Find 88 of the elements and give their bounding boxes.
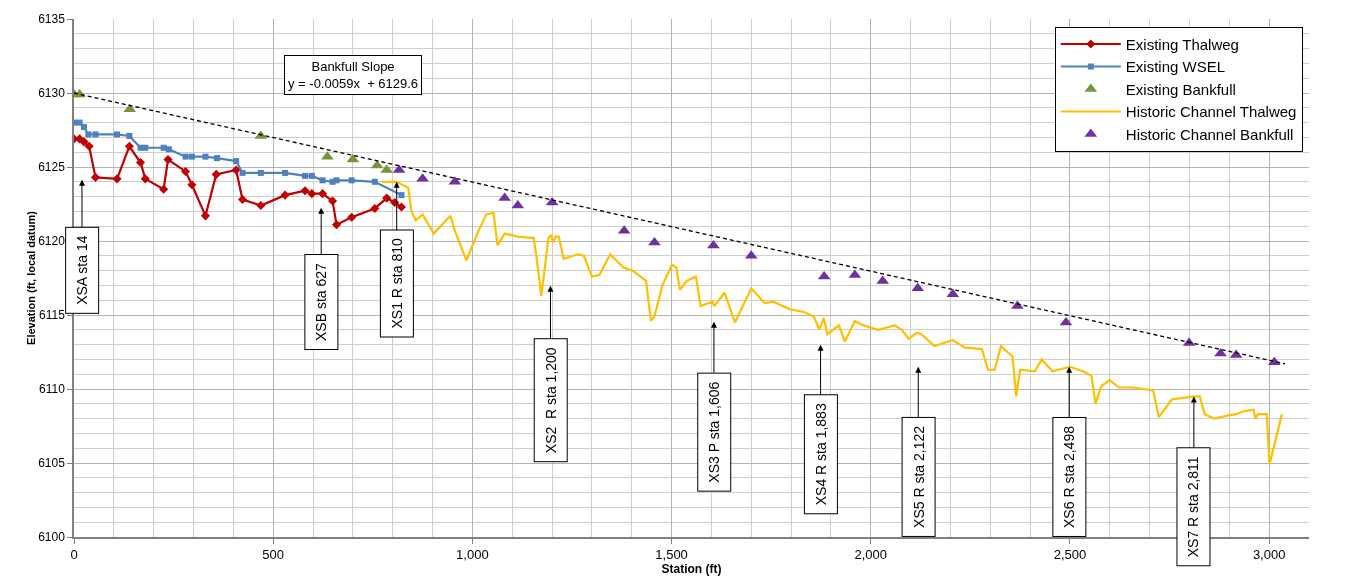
x-tick-label: 1,500 — [655, 547, 688, 563]
annotation: XSB sta 627 — [313, 262, 330, 342]
y-tick-label: 6105 — [38, 456, 66, 471]
point — [946, 288, 960, 298]
y-tick-label: 6130 — [38, 86, 66, 101]
point — [370, 203, 380, 213]
point — [124, 141, 134, 151]
point — [187, 180, 197, 190]
x-tick-label: 2,500 — [1053, 547, 1087, 563]
legend-label: Historic Channel Thalweg — [1125, 103, 1297, 121]
point — [211, 169, 221, 179]
point — [256, 200, 266, 211]
annotation: XS3 P sta 1,606 — [706, 381, 723, 483]
point — [135, 158, 146, 168]
point — [319, 177, 326, 184]
x-tick-label: 0 — [70, 547, 78, 563]
point — [182, 153, 189, 160]
point — [84, 141, 94, 151]
point — [911, 282, 925, 292]
point — [231, 165, 241, 175]
annotation: XS4 R sta 1,883 — [812, 403, 829, 506]
point — [371, 178, 378, 185]
y-tick-label: 6120 — [38, 234, 66, 249]
point — [707, 239, 720, 249]
legend-label: Existing WSEL — [1125, 58, 1226, 76]
point — [382, 193, 392, 203]
point — [126, 132, 133, 139]
point — [282, 169, 289, 176]
x-tick-label: 2,000 — [854, 547, 888, 563]
point — [142, 144, 149, 151]
point — [112, 174, 122, 184]
point — [140, 174, 150, 184]
point — [90, 172, 101, 182]
legend-label: Existing Thalweg — [1125, 35, 1239, 53]
point — [328, 196, 338, 206]
point — [85, 131, 92, 138]
y-tick-label: 6115 — [39, 308, 66, 323]
point — [79, 137, 89, 147]
point — [202, 153, 209, 160]
point — [181, 166, 191, 176]
point — [200, 211, 211, 221]
y-tick-label: 6110 — [39, 382, 66, 397]
annotation: XS1 R sta 810 — [388, 238, 405, 329]
point — [308, 172, 315, 179]
point — [233, 158, 240, 165]
point — [1214, 347, 1227, 357]
point — [347, 212, 357, 222]
point — [302, 172, 309, 179]
legend-label: Historic Channel Bankfull — [1125, 125, 1294, 143]
point — [300, 186, 310, 196]
annotation: XSA sta 14 — [74, 235, 91, 305]
point — [92, 131, 99, 138]
y-tick-label: 6100 — [38, 530, 66, 545]
point — [511, 199, 525, 209]
x-tick-label: 500 — [262, 547, 285, 563]
point — [331, 220, 342, 230]
point — [348, 177, 355, 184]
point — [396, 202, 407, 212]
annotation: XS2 R sta 1,200 — [542, 347, 559, 454]
annotation: Bankfull Slope y = -0.0059x + 6129.6 — [288, 59, 419, 91]
y-axis-title: Elevation (ft, local datum) — [25, 210, 38, 345]
point — [80, 124, 87, 131]
annotation: XS6 R sta 2,498 — [1061, 425, 1078, 528]
point — [214, 155, 221, 162]
annotation: XS7 R sta 2,811 — [1185, 456, 1202, 558]
point — [237, 195, 248, 205]
point — [280, 190, 290, 200]
point — [318, 189, 328, 199]
point — [163, 155, 173, 165]
point — [123, 103, 137, 113]
point — [648, 236, 661, 246]
x-tick-label: 1,000 — [456, 547, 489, 563]
point — [159, 184, 169, 194]
x-tick-label: 3,000 — [1252, 547, 1286, 563]
x-axis-title: Station (ft) — [661, 562, 722, 576]
point — [188, 153, 195, 160]
y-tick-label: 6135 — [38, 12, 66, 27]
point — [307, 189, 317, 199]
point — [239, 169, 246, 176]
point — [398, 192, 405, 199]
legend-label: Existing Bankfull — [1125, 80, 1236, 98]
point — [1059, 316, 1073, 326]
point — [114, 131, 121, 138]
point — [333, 177, 340, 184]
point — [257, 169, 264, 176]
annotation: XS5 R sta 2,122 — [910, 425, 927, 528]
y-tick-label: 6125 — [38, 160, 66, 175]
point — [165, 146, 172, 153]
